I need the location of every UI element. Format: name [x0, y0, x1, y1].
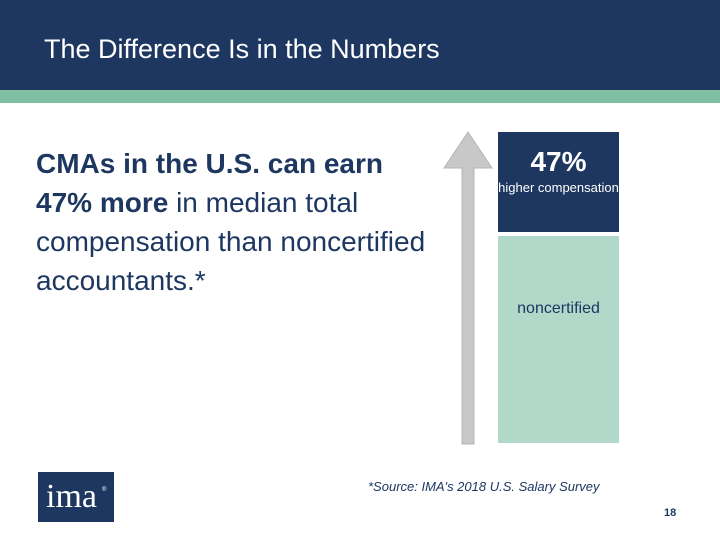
page-number: 18	[664, 507, 677, 519]
header-bar: The Difference Is in the Numbers	[0, 0, 720, 90]
noncertified-label: noncertified	[517, 300, 600, 317]
slide-title: The Difference Is in the Numbers	[44, 34, 440, 64]
up-arrow-icon	[443, 131, 493, 445]
registered-mark: ®	[102, 487, 107, 493]
ima-logo: ima ®	[38, 472, 114, 522]
percentage-value: 47%	[530, 146, 587, 177]
logo-text: ima	[46, 478, 97, 515]
source-note: *Source: IMA's 2018 U.S. Salary Survey	[368, 479, 600, 494]
noncertified-bar: noncertified	[498, 236, 619, 443]
higher-compensation-label: higher compensation	[498, 180, 619, 195]
higher-compensation-bar: 47% higher compensation	[498, 132, 619, 232]
body-text-regular: in median total compensation than noncer…	[36, 187, 426, 296]
body-text: CMAs in the U.S. can earn 47% more in me…	[36, 144, 436, 300]
header-stripe	[0, 90, 720, 103]
body-text-bold: CMAs in the U.S. can earn 47% more	[36, 148, 383, 218]
